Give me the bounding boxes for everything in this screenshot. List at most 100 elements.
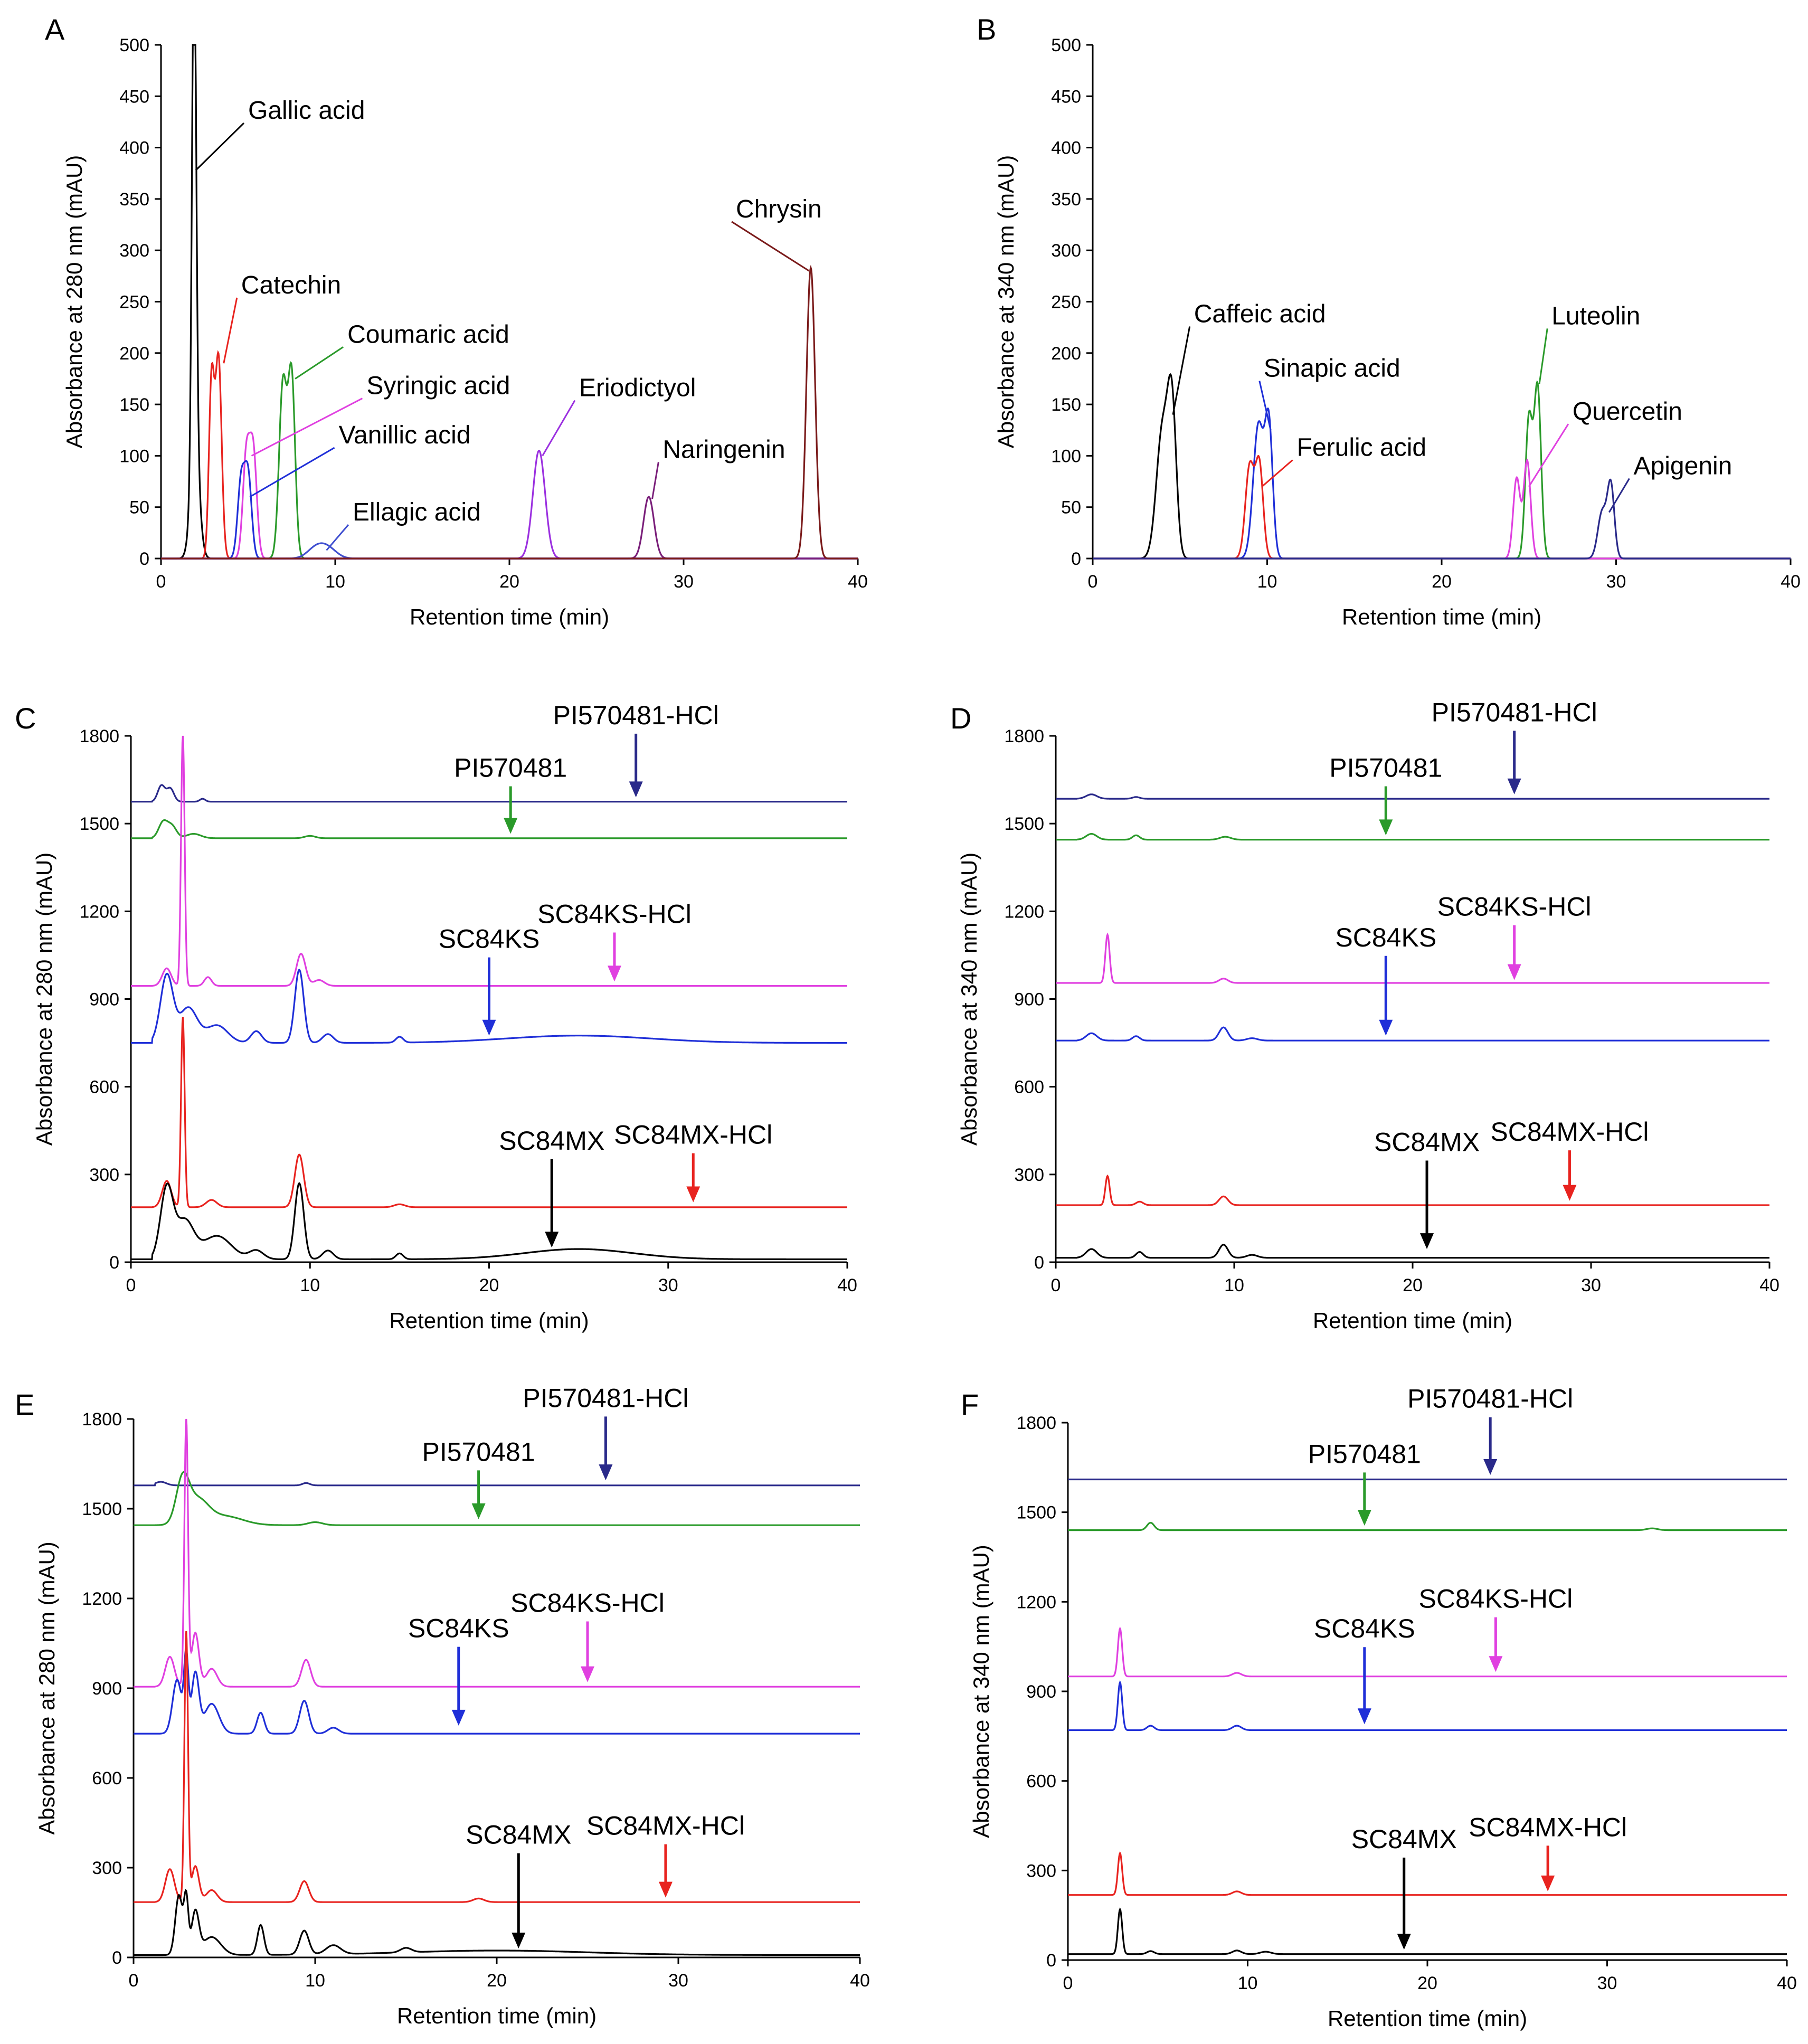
x-tick-label: 10 [325,572,345,592]
annotation-leader [1608,478,1630,513]
y-tick-label: 600 [1026,1772,1056,1792]
y-tick-label: 600 [89,1077,119,1097]
y-tick-label: 1200 [79,902,119,922]
y-axis-label: Absorbance at 340 nm (mAU) [957,853,981,1146]
annotation-arrow-head [512,1933,526,1948]
y-tick-label: 450 [119,87,149,107]
x-tick-label: 40 [1781,572,1801,592]
y-tick-label: 900 [92,1679,122,1699]
panel-f: F 0 300 600 900 1200 1500 1800 0 10 20 30 40 Retentio… [961,1384,1797,2031]
annotation-leader [1258,381,1272,431]
y-axis-label: Absorbance at 280 nm (mAU) [62,155,87,449]
y-tick-label: 300 [1014,1165,1044,1185]
y-tick-label: 1500 [82,1499,122,1519]
x-tick-label: 20 [479,1275,499,1295]
annotation-arrow-head [1379,1019,1393,1036]
y-tick-label: 200 [119,344,149,364]
x-tick-label: 10 [300,1275,320,1295]
annotation-leader [651,462,659,499]
y-tick-label: 0 [112,1948,122,1968]
annotation-arrow-head [1483,1459,1498,1475]
series-line-sc84mx [1056,1244,1769,1259]
x-tick-label: 10 [1224,1275,1244,1295]
annotation-label: SC84MX-HCl [1469,1812,1627,1842]
series-line-sc84mx-hcl [131,1017,847,1208]
y-tick-label: 1500 [1016,1503,1056,1523]
annotation-label: Coumaric acid [347,320,509,348]
annotation-arrow-head [545,1232,559,1248]
x-axis-label: Retention time (min) [1328,2006,1527,2031]
y-tick-label: 0 [1046,1951,1056,1971]
annotation-label: SC84KS-HCl [1437,892,1592,922]
y-tick-label: 250 [1051,292,1081,313]
y-tick-label: 1800 [1004,726,1044,746]
x-tick-label: 40 [848,572,868,592]
annotation-arrow-head [504,818,518,834]
series-line-vanillic-acid [161,460,858,560]
series-line-pi570481 [1068,1521,1787,1531]
annotation-arrow-head [1507,778,1521,794]
panel-letter: F [961,1388,979,1421]
panel-e: E 0 300 600 900 1200 1500 1800 0 10 20 30 40 Retentio… [15,1383,870,2028]
y-tick-label: 900 [89,990,119,1010]
x-tick-label: 0 [1088,572,1098,592]
y-tick-label: 1200 [1016,1592,1056,1612]
y-tick-label: 0 [1071,549,1081,569]
y-tick-label: 350 [1051,190,1081,210]
annotation-label: SC84KS-HCl [1419,1584,1573,1614]
x-tick-label: 20 [499,572,519,592]
annotation-arrow-head [1357,1510,1371,1526]
x-axis-label: Retention time (min) [1313,1308,1512,1333]
series-line-sc84mx [1068,1907,1787,1955]
x-tick-label: 30 [1606,572,1626,592]
series-line-ellagic-acid [161,542,858,560]
annotation-leader [542,400,576,457]
annotation-label: Syringic acid [366,372,510,400]
x-tick-label: 0 [126,1275,136,1295]
annotation-leader [251,398,363,457]
series-line-sc84ks [131,969,847,1044]
series-line-sc84ks [1056,1026,1769,1042]
annotation-label: SC84MX [1351,1824,1457,1854]
x-tick-label: 40 [850,1971,870,1991]
y-tick-label: 500 [119,35,149,55]
x-tick-label: 30 [1581,1275,1601,1295]
annotation-label: SC84KS [439,924,540,954]
annotation-arrow-head [629,781,643,798]
annotation-arrow-head [1420,1233,1434,1250]
annotation-leader [195,122,245,171]
y-tick-label: 400 [119,138,149,158]
x-tick-label: 40 [1759,1275,1779,1295]
annotation-arrow-head [471,1503,486,1519]
series-line-eriodictyol [161,449,858,560]
series-line-pi570481-hcl [131,784,847,803]
series-line-sc84ks-hcl [1056,932,1769,984]
y-tick-label: 250 [119,292,149,313]
annotation-label: SC84KS-HCl [510,1588,665,1618]
annotation-leader [326,524,349,551]
annotation-label: PI570481 [422,1437,535,1466]
series-line-pi570481-hcl [1056,793,1769,800]
panel-letter: B [977,13,996,46]
annotation-leader [1528,423,1569,487]
x-tick-label: 40 [837,1275,857,1295]
annotation-arrow-head [686,1186,701,1203]
y-tick-label: 1500 [1004,814,1044,834]
annotation-arrow-head [581,1666,594,1682]
y-tick-label: 100 [119,446,149,466]
x-tick-label: 30 [668,1971,688,1991]
y-axis-label: Absorbance at 280 nm (mAU) [32,853,56,1146]
y-tick-label: 1500 [79,814,119,834]
y-tick-label: 0 [109,1253,119,1273]
annotation-arrow-head [599,1464,613,1481]
annotation-arrow-head [1357,1708,1371,1725]
series-line-sc84mx [134,1889,860,1956]
annotation-arrow-head [1563,1185,1577,1201]
x-tick-label: 0 [1051,1275,1061,1295]
series-line-sc84ks-hcl [1068,1626,1787,1678]
y-axis-label: Absorbance at 340 nm (mAU) [993,155,1018,449]
y-axis-label: Absorbance at 280 nm (mAU) [34,1541,59,1835]
y-tick-label: 500 [1051,35,1081,55]
annotation-leader [249,447,335,498]
